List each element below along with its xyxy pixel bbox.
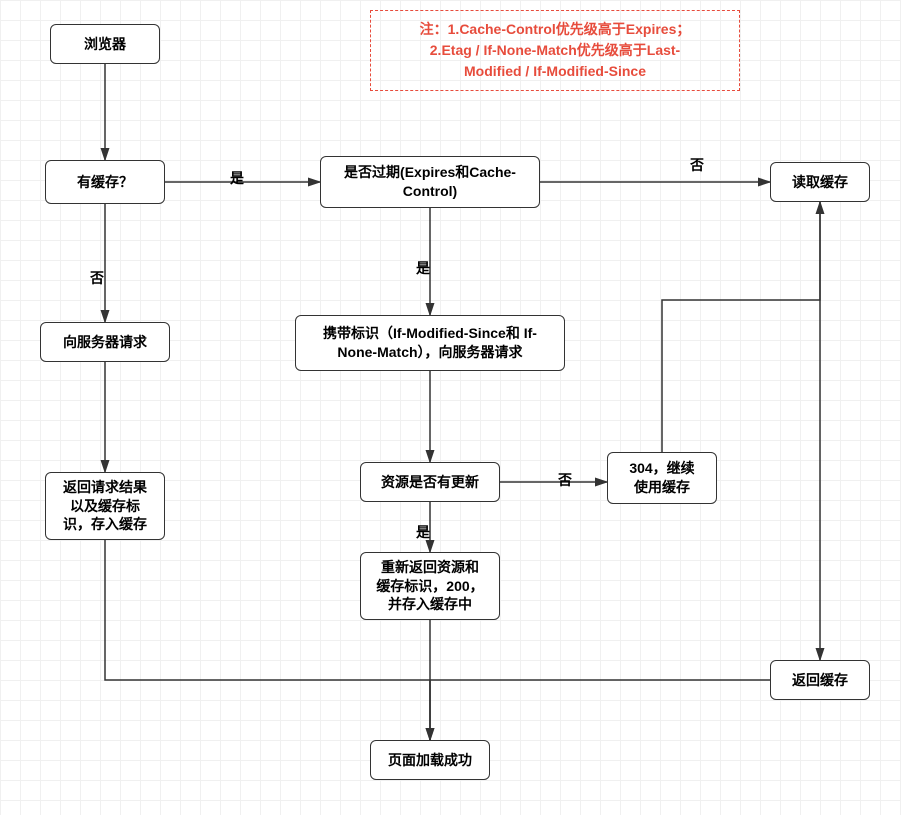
node-isUpdated: 资源是否有更新: [360, 462, 500, 502]
edges-layer: [0, 0, 901, 815]
edge-11: [662, 202, 820, 452]
edge-label-updated_yes: 是: [416, 522, 430, 542]
node-success: 页面加载成功: [370, 740, 490, 780]
node-withTags: 携带标识（If-Modified-Since和 If-None-Match），向…: [295, 315, 565, 371]
node-use304: 304，继续使用缓存: [607, 452, 717, 504]
flowchart-canvas: 注：1.Cache-Control优先级高于Expires；2.Etag / I…: [0, 0, 901, 815]
edge-label-hasCache_yes: 是: [230, 168, 244, 188]
node-browser: 浏览器: [50, 24, 160, 64]
node-reqServer: 向服务器请求: [40, 322, 170, 362]
node-hasCache: 有缓存？: [45, 160, 165, 204]
edge-label-hasCache_no: 否: [90, 268, 104, 288]
edge-label-updated_no: 否: [558, 470, 572, 490]
node-isExpired: 是否过期(Expires和Cache-Control): [320, 156, 540, 208]
node-return200: 重新返回资源和缓存标识，200，并存入缓存中: [360, 552, 500, 620]
node-returnResult: 返回请求结果以及缓存标识，存入缓存: [45, 472, 165, 540]
node-returnCache: 返回缓存: [770, 660, 870, 700]
edge-label-expired_yes: 是: [416, 258, 430, 278]
node-readCache: 读取缓存: [770, 162, 870, 202]
note-box: 注：1.Cache-Control优先级高于Expires；2.Etag / I…: [370, 10, 740, 91]
edge-13: [430, 680, 770, 740]
edge-label-expired_no: 否: [690, 155, 704, 175]
